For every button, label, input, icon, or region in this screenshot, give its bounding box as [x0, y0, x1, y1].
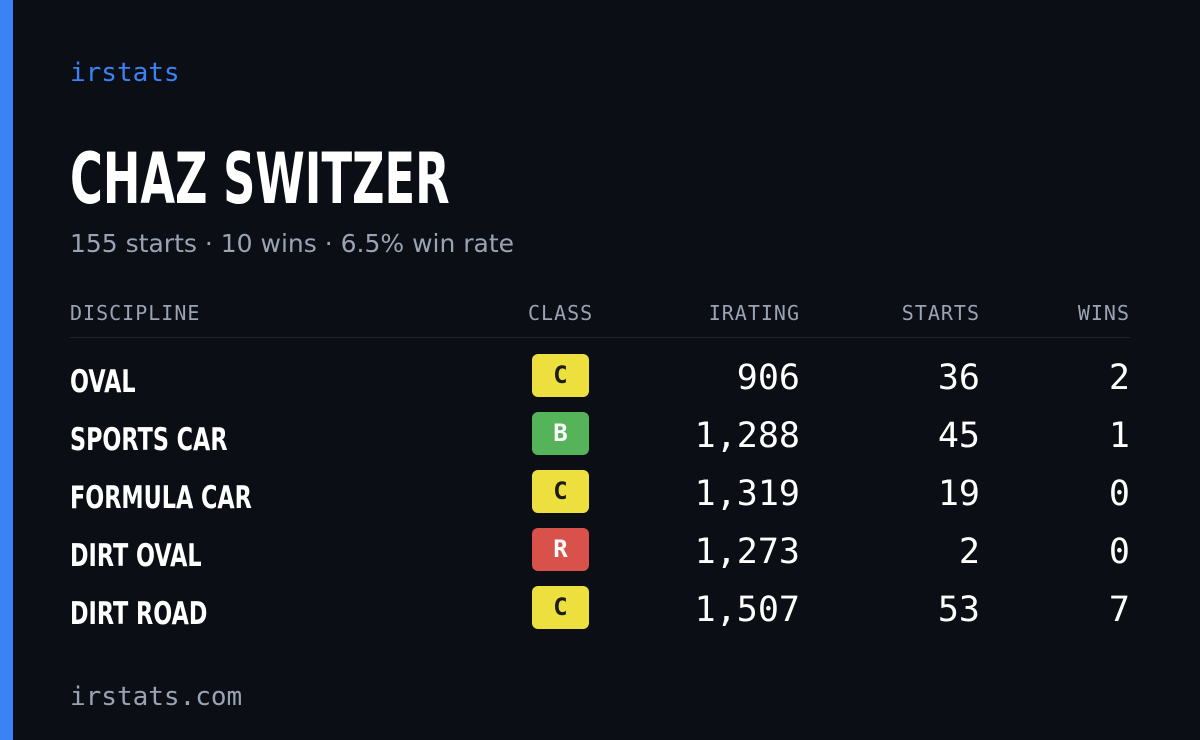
header-wins: WINS	[1077, 301, 1130, 325]
irating-value: 1,319	[694, 474, 800, 514]
wins-value: 2	[1108, 358, 1130, 398]
class-badge: B	[532, 412, 589, 455]
discipline-name: OVAL	[70, 364, 136, 400]
table-row: FORMULA CAR C 1,319 19 0	[0, 470, 1200, 528]
header-starts: STARTS	[901, 301, 980, 325]
table-row: DIRT ROAD C 1,507 53 7	[0, 586, 1200, 644]
starts-value: 2	[958, 532, 980, 572]
starts-value: 53	[937, 590, 980, 630]
header-irating: IRATING	[708, 301, 800, 325]
footer-url[interactable]: irstats.com	[70, 682, 243, 712]
brand-logo: irstats	[70, 58, 180, 88]
class-badge: C	[532, 354, 589, 397]
discipline-name: DIRT OVAL	[70, 538, 202, 574]
header-class: CLASS	[528, 301, 594, 325]
discipline-name: SPORTS CAR	[70, 422, 228, 458]
irating-value: 1,507	[694, 590, 800, 630]
discipline-name: FORMULA CAR	[70, 480, 252, 516]
starts-value: 19	[937, 474, 980, 514]
header-divider	[70, 337, 1130, 338]
class-badge: C	[532, 586, 589, 629]
table-row: OVAL C 906 36 2	[0, 354, 1200, 412]
wins-value: 1	[1108, 416, 1130, 456]
irating-value: 1,288	[694, 416, 800, 456]
starts-value: 36	[937, 358, 980, 398]
table-row: SPORTS CAR B 1,288 45 1	[0, 412, 1200, 470]
discipline-name: DIRT ROAD	[70, 596, 208, 632]
irating-value: 906	[736, 358, 800, 398]
wins-value: 7	[1108, 590, 1130, 630]
starts-value: 45	[937, 416, 980, 456]
class-badge: C	[532, 470, 589, 513]
irating-value: 1,273	[694, 532, 800, 572]
class-badge: R	[532, 528, 589, 571]
accent-bar	[0, 0, 13, 740]
driver-name: CHAZ SWITZER	[70, 138, 450, 220]
driver-summary: 155 starts · 10 wins · 6.5% win rate	[70, 229, 515, 258]
wins-value: 0	[1108, 532, 1130, 572]
header-discipline: DISCIPLINE	[70, 301, 201, 325]
wins-value: 0	[1108, 474, 1130, 514]
table-row: DIRT OVAL R 1,273 2 0	[0, 528, 1200, 586]
